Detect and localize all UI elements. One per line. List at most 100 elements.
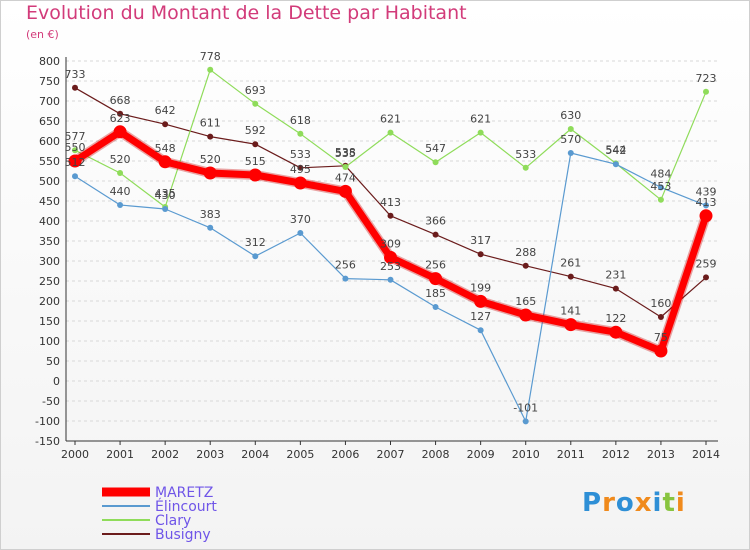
- data-label: 231: [605, 269, 626, 282]
- data-label: 623: [110, 112, 131, 125]
- data-label: 75: [654, 331, 668, 344]
- data-point: [207, 133, 214, 140]
- y-tick-label: 400: [39, 215, 60, 228]
- data-label: 185: [425, 287, 446, 300]
- data-point: [519, 308, 533, 322]
- y-tick-label: -50: [42, 395, 60, 408]
- data-label: 520: [200, 153, 221, 166]
- data-point: [564, 318, 578, 332]
- data-point: [68, 154, 82, 168]
- data-label: 309: [380, 237, 401, 250]
- data-label: 544: [605, 143, 626, 156]
- data-point: [612, 161, 619, 168]
- x-tick-label: 2005: [286, 448, 314, 461]
- y-tick-label: 700: [39, 95, 60, 108]
- data-point: [567, 126, 574, 132]
- data-point: [609, 325, 623, 339]
- logo-letter: x: [634, 488, 653, 518]
- data-point: [432, 159, 439, 166]
- data-point: [342, 275, 349, 282]
- data-label: 778: [200, 50, 221, 63]
- data-point: [162, 206, 169, 212]
- data-label: 592: [245, 124, 266, 137]
- x-tick-label: 2009: [467, 448, 495, 461]
- data-label: 165: [515, 295, 536, 308]
- data-label: 253: [380, 260, 401, 273]
- x-tick-label: 2002: [151, 448, 179, 461]
- x-tick-label: 2007: [377, 448, 405, 461]
- x-tick-label: 2012: [602, 448, 630, 461]
- data-label: 618: [290, 114, 311, 127]
- data-point: [432, 304, 439, 310]
- data-label: 440: [110, 185, 131, 198]
- data-label: 535: [335, 147, 356, 160]
- data-label: 435: [155, 187, 176, 200]
- y-tick-label: 150: [39, 315, 60, 328]
- data-label: 550: [65, 141, 86, 154]
- data-point: [477, 129, 484, 136]
- data-label: 611: [200, 117, 221, 130]
- data-label: 547: [425, 142, 446, 155]
- series-maretz: [68, 125, 713, 358]
- data-label: 668: [110, 94, 131, 107]
- data-point: [612, 285, 619, 292]
- data-label: 630: [560, 109, 581, 122]
- data-label: 413: [380, 196, 401, 209]
- x-tick-label: 2013: [647, 448, 675, 461]
- data-point: [252, 100, 259, 107]
- data-label: 256: [425, 259, 446, 272]
- data-point: [252, 141, 259, 148]
- data-point: [297, 164, 304, 171]
- data-point: [207, 224, 214, 231]
- data-label: 570: [560, 133, 581, 146]
- data-point: [522, 262, 529, 269]
- data-point: [429, 272, 443, 286]
- logo-letter: r: [602, 488, 616, 518]
- data-label: 127: [470, 310, 491, 323]
- data-label: 484: [650, 167, 671, 180]
- data-label: 515: [245, 155, 266, 168]
- data-point: [72, 84, 78, 91]
- data-label: 439: [696, 185, 717, 198]
- legend-label: Clary: [155, 513, 191, 529]
- data-label: 512: [65, 156, 86, 169]
- x-tick-label: 2006: [331, 448, 359, 461]
- data-point: [657, 184, 664, 191]
- data-label: 259: [696, 257, 717, 270]
- data-label: 413: [696, 196, 717, 209]
- y-tick-label: 0: [53, 375, 60, 388]
- data-point: [432, 231, 439, 238]
- data-label: 141: [560, 305, 581, 318]
- x-tick-label: 2008: [422, 448, 450, 461]
- data-label: 520: [110, 153, 131, 166]
- data-label: 542: [605, 144, 626, 157]
- data-point: [117, 202, 124, 208]
- data-label: 430: [155, 189, 176, 202]
- y-tick-label: 450: [39, 195, 60, 208]
- data-label: 733: [65, 68, 86, 81]
- data-point: [703, 202, 709, 209]
- y-tick-label: 650: [39, 115, 60, 128]
- y-tick-label: -100: [35, 415, 60, 428]
- logo-letter: i: [652, 488, 663, 518]
- chart-subtitle: (en €): [26, 28, 59, 41]
- data-point: [699, 209, 713, 223]
- x-tick-label: 2000: [61, 448, 89, 461]
- proxiti-logo: Proxiti: [582, 488, 686, 518]
- data-label: 533: [290, 148, 311, 161]
- data-label: 495: [290, 163, 311, 176]
- x-tick-label: 2014: [692, 448, 720, 461]
- data-point: [162, 121, 169, 128]
- data-point: [567, 273, 574, 280]
- data-label: 723: [696, 72, 717, 85]
- data-point: [474, 294, 488, 308]
- data-point: [567, 150, 574, 156]
- data-point: [703, 274, 709, 281]
- x-tick-label: 2011: [557, 448, 585, 461]
- data-point: [522, 418, 529, 425]
- x-tick-label: 2004: [241, 448, 269, 461]
- y-tick-label: 100: [39, 335, 60, 348]
- y-tick-label: 250: [39, 275, 60, 288]
- data-label: 383: [200, 208, 221, 221]
